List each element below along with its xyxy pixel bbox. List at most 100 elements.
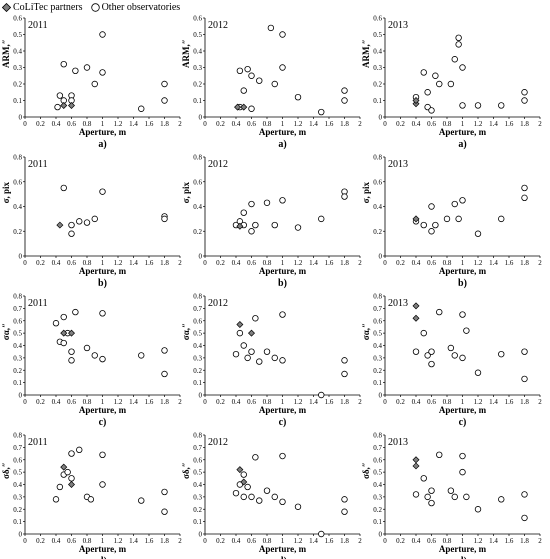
x-tick-label: 1.8 [520,259,529,267]
panel-label: d) [278,556,287,559]
other-observatory-point [99,31,106,38]
x-tick-label: 0 [383,537,387,545]
axes [204,296,360,396]
other-observatory-point [252,315,259,322]
y-tick-label: 0.1 [193,379,202,387]
y-tick-label: 0.2 [13,228,22,236]
scatter-panel-2012-c: 0 0.1 0.2 0.3 0.4 0.5 0.6 0.7 0.8 0 0.2 0.4 0.6 0.8 1 1… [181,293,362,429]
y-axis-title: σα,″ [181,323,191,340]
x-tick-label: 0 [23,537,27,545]
x-tick-label: 1 [461,537,465,545]
x-tick-label: 0.6 [427,398,436,406]
x-tick-label: 0.8 [263,398,272,406]
x-tick-label: 1.6 [505,120,514,128]
x-tick-label: 2 [178,120,182,128]
other-observatory-point [244,354,251,362]
other-observatory-point [474,230,482,237]
y-tick-label: 0.5 [373,330,382,338]
other-observatory-point [447,344,455,352]
x-tick-label: 0.6 [247,398,256,406]
other-observatory-point [99,69,106,76]
y-tick-label: 0.7 [193,444,202,452]
panel-label: d) [458,556,467,559]
y-tick-label: 0.2 [193,81,202,89]
y-axis-title: σδ,″ [1,462,11,479]
y-tick-label: 0 [19,114,23,122]
axes [384,157,540,257]
panel-label: b) [278,278,287,289]
other-observatory-point [498,496,505,503]
colitec-partner-point [236,320,244,328]
x-tick-label: 1 [461,120,465,128]
other-observatory-point [240,87,247,94]
other-observatory-point [138,105,145,112]
other-observatory-point [99,481,106,488]
other-observatory-point [60,60,67,68]
y-tick-label: 0.3 [13,493,22,501]
year-label: 2013 [388,159,408,170]
x-tick-label: 0 [203,259,207,267]
y-axis-title: σ, pix [181,181,191,203]
other-observatory-point [455,215,462,223]
other-observatory-point [64,468,71,476]
x-tick-label: 1.8 [340,259,349,267]
x-tick-label: 0 [383,259,387,267]
y-tick-label: 0.1 [13,379,22,387]
x-tick-label: 1.8 [340,398,349,406]
other-observatory-point [424,89,431,96]
y-tick-label: 0.8 [13,293,22,301]
colitec-partner-point [412,462,420,470]
y-tick-label: 0.6 [373,178,382,186]
other-observatory-point [60,184,67,192]
axes [204,157,360,257]
other-observatory-point [436,308,443,316]
x-tick-label: 1.6 [505,537,514,545]
circle-marker-icon [90,2,100,12]
other-observatory-point [521,348,528,355]
other-observatory-point [161,215,168,223]
year-label: 2011 [28,298,48,309]
colitec-partner-point [60,101,68,109]
other-observatory-point [521,184,528,192]
x-tick-label: 0.8 [443,259,452,267]
x-tick-label: 1 [101,398,105,406]
y-tick-label: 0.1 [193,518,202,526]
other-observatory-point [54,103,61,111]
other-observatory-point [498,215,505,223]
other-observatory-point [256,358,263,365]
other-observatory-point [436,451,443,458]
other-observatory-point [341,357,348,364]
x-tick-label: 1.6 [145,398,154,406]
other-observatory-point [341,496,348,503]
y-tick-label: 0.6 [13,456,22,464]
colitec-partner-point [412,314,420,322]
other-observatory-point [87,496,95,503]
y-tick-label: 0.2 [373,228,382,236]
other-observatory-point [459,468,466,476]
x-tick-label: 0 [23,398,27,406]
other-observatory-point [161,347,168,354]
x-tick-label: 2 [358,259,362,267]
y-tick-label: 0.2 [193,506,202,514]
y-tick-label: 0.8 [193,293,202,301]
other-observatory-point [428,348,435,355]
other-observatory-point [451,352,458,359]
panel-label: b) [98,278,107,289]
other-observatory-point [318,530,325,538]
other-observatory-point [459,452,466,460]
y-tick-label: 0 [199,531,203,539]
x-tick-label: 1.2 [474,398,483,406]
other-observatory-point [56,92,64,99]
y-tick-label: 0.5 [193,330,202,338]
y-tick-label: 0.6 [13,317,22,325]
y-tick-label: 0.4 [373,481,382,489]
y-axis-title: σ, pix [361,181,371,203]
other-observatory-point [263,487,271,494]
other-observatory-point [248,493,255,501]
y-tick-label: 0.4 [373,48,382,56]
x-tick-label: 1.4 [129,537,138,545]
y-tick-label: 0.1 [13,97,22,105]
other-observatory-point [428,487,435,494]
panel-label: d) [98,556,107,559]
other-observatory-point [271,354,278,362]
